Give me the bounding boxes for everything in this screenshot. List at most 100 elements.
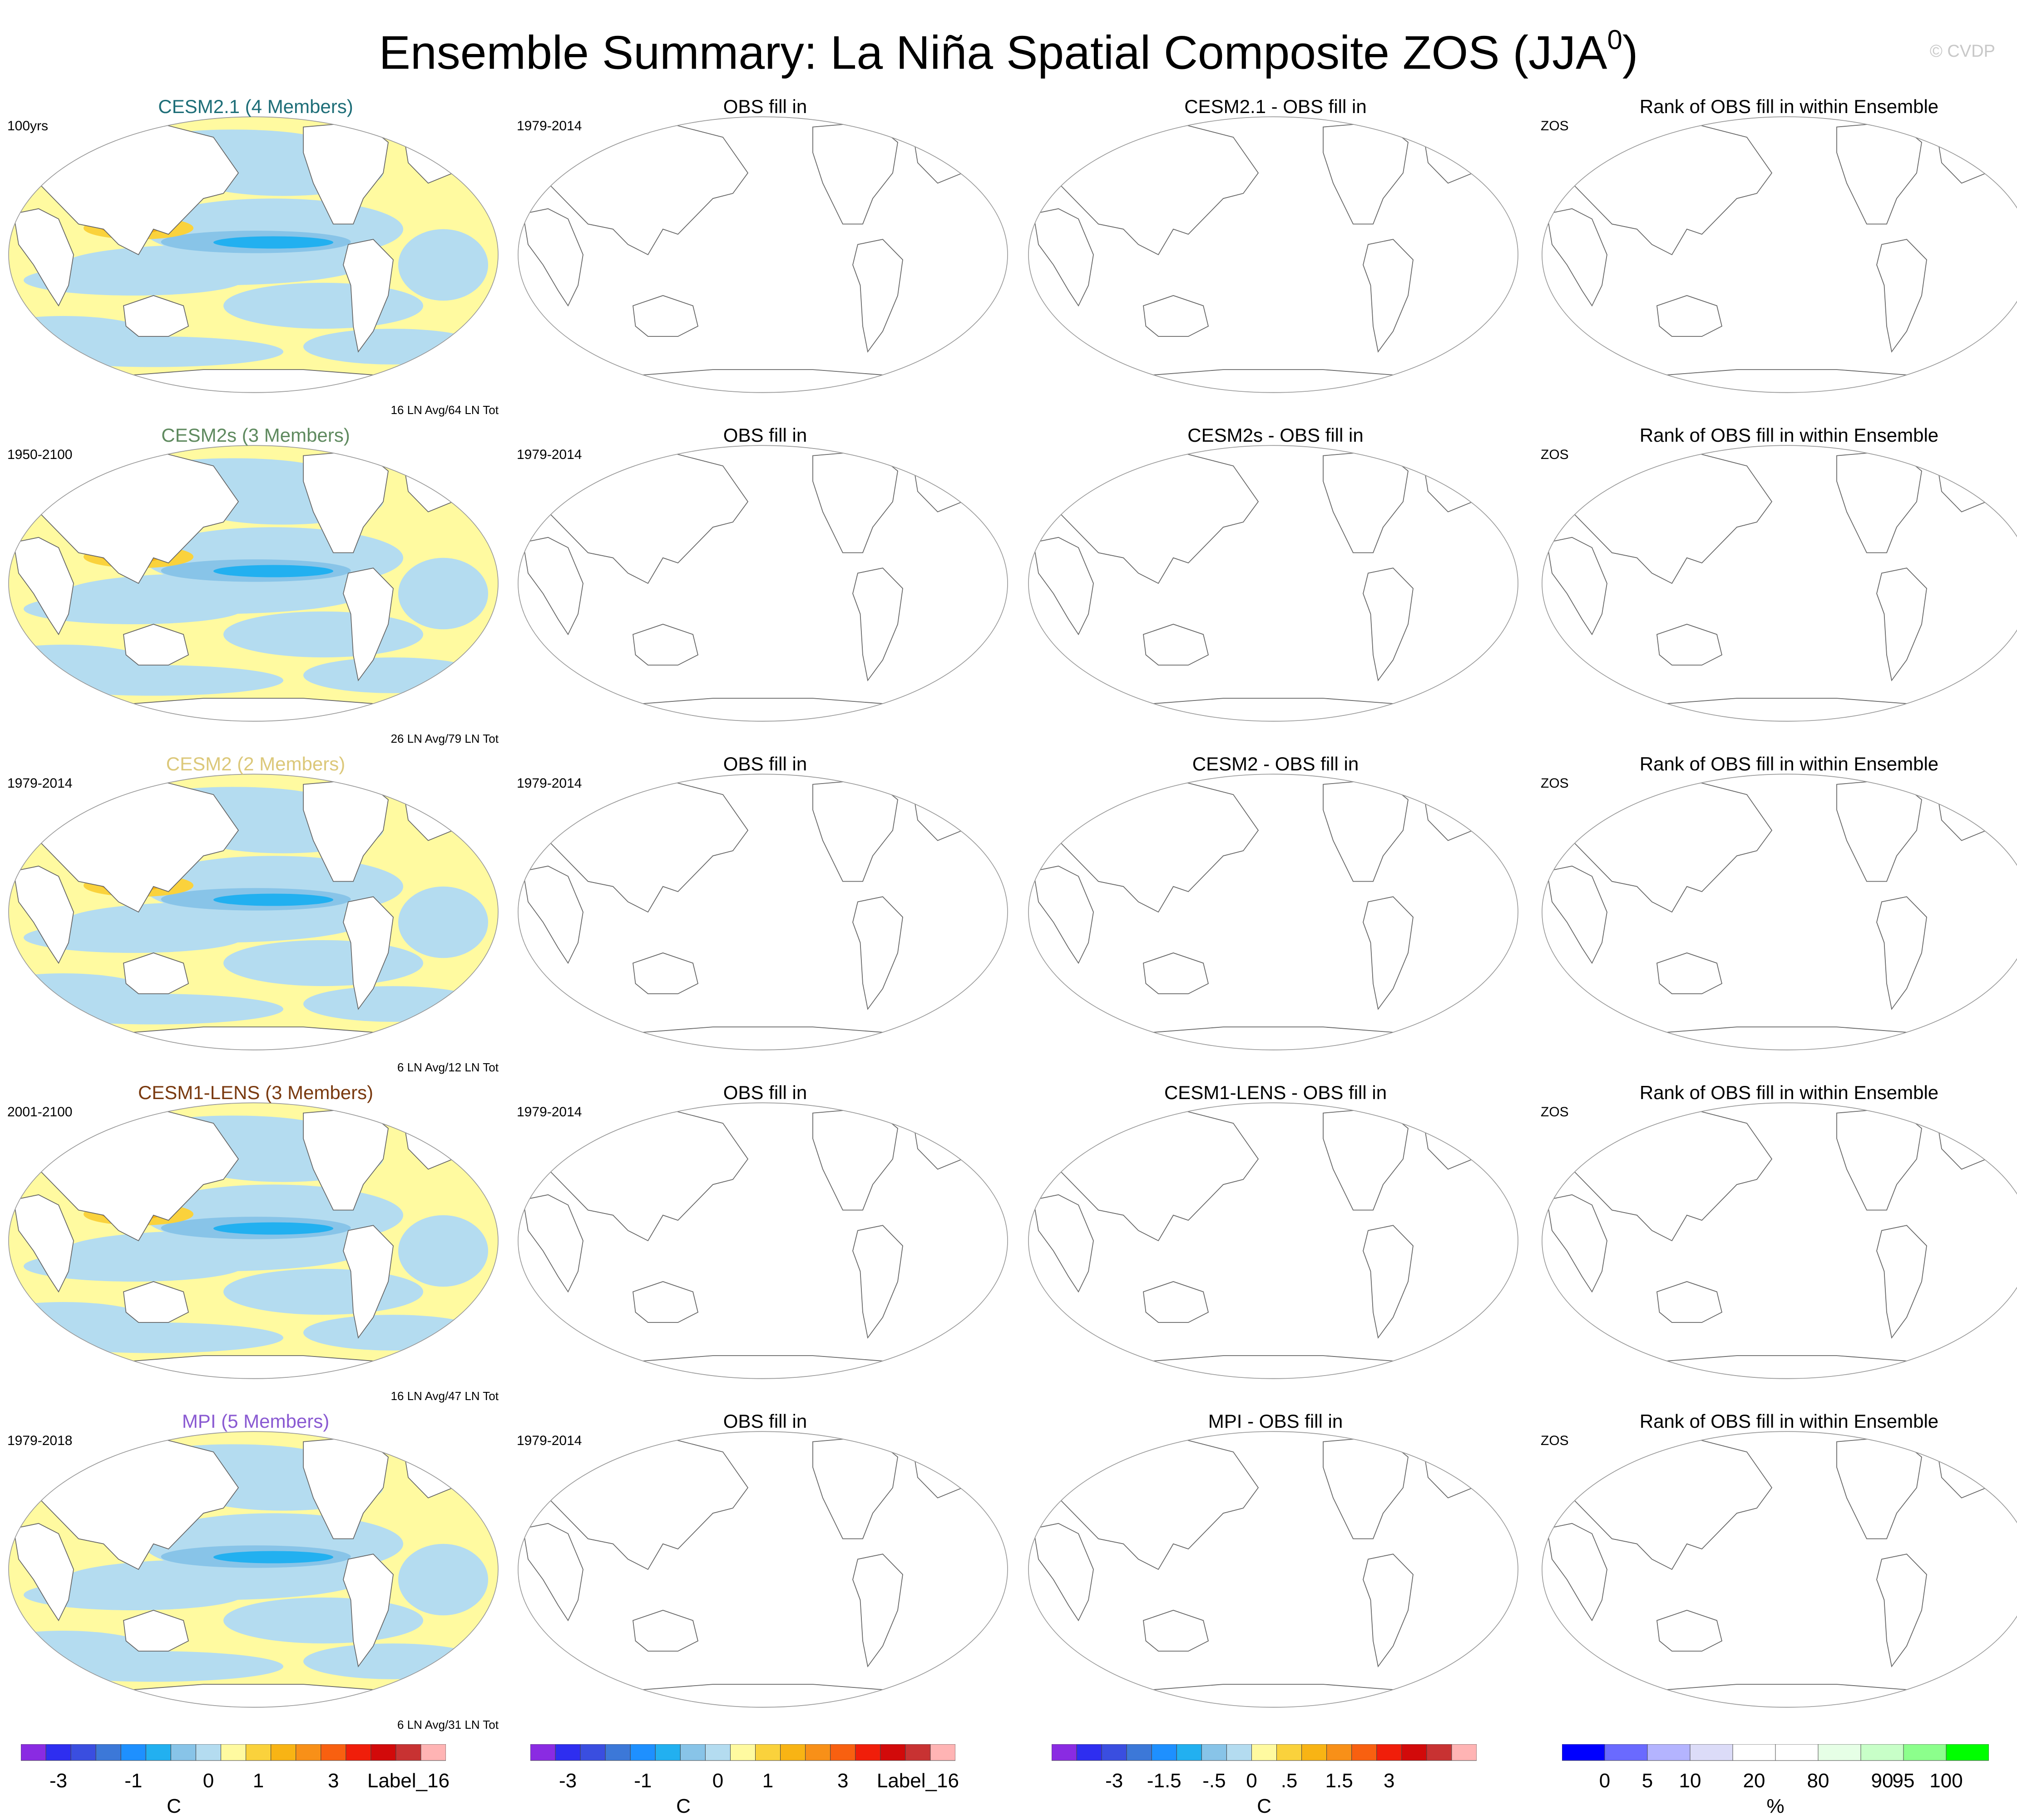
continent-outline (13, 865, 74, 964)
continent-outline (1546, 1523, 1607, 1622)
continent-outline (1422, 1436, 1484, 1499)
map-panel: Rank of OBS fill in within Ensemble ZOS (1537, 753, 2017, 1081)
map-boundary (1028, 116, 1518, 393)
colorbar-swatch (580, 1744, 606, 1761)
world-map (1542, 774, 2017, 1051)
colorbar-swatch (680, 1744, 706, 1761)
colorbar (530, 1744, 955, 1761)
continent-outline (343, 239, 394, 353)
ocean-negative-region (24, 593, 243, 624)
continent-outline (1123, 1355, 1424, 1379)
event-count-label: 16 LN Avg/64 LN Tot (391, 403, 499, 417)
world-map (1542, 1431, 2017, 1708)
colorbar-tick-label: 0 (1246, 1770, 1257, 1792)
continent-outline (852, 1225, 903, 1339)
map-panel: CESM1-LENS (3 Members) 2001-2100 16 LN Avg… (4, 1081, 508, 1410)
colorbar-swatch (1818, 1744, 1861, 1761)
continent-outline (1363, 1225, 1414, 1339)
world-map (1028, 1431, 1518, 1708)
colorbar-tick-label: 10 (1679, 1770, 1701, 1792)
colorbar-swatch (1126, 1744, 1152, 1761)
colorbar-swatch (905, 1744, 931, 1761)
map-panel: MPI (5 Members) 1979-2018 6 LN Avg/31 LN T… (4, 1410, 508, 1739)
world-map (1542, 116, 2017, 393)
colorbar-swatch (655, 1744, 681, 1761)
ocean-negative-region (398, 229, 488, 301)
colorbar-swatch (271, 1744, 297, 1761)
continent-outline (912, 1436, 974, 1499)
colorbar-swatch (605, 1744, 631, 1761)
ocean-negative-region (303, 657, 483, 693)
ocean-negative-region (303, 329, 483, 365)
colorbar-swatch (1201, 1744, 1227, 1761)
continent-outline (1363, 896, 1414, 1010)
continent-outline (1123, 1026, 1424, 1050)
continent-outline (1876, 567, 1927, 681)
cold-tongue-core (213, 236, 333, 249)
ocean-negative-region (398, 886, 488, 958)
colorbar-tick-label: Label_16 (367, 1770, 450, 1792)
world-map (8, 445, 499, 722)
colorbar-tick-label: 3 (327, 1770, 339, 1792)
continent-outline (522, 537, 583, 636)
colorbar-tick-label: 1 (762, 1770, 774, 1792)
colorbar-swatch (705, 1744, 731, 1761)
colorbar (1562, 1744, 1989, 1761)
continent-outline (1636, 1684, 1938, 1707)
panel-left-label: ZOS (1541, 1433, 1569, 1448)
continent-outline (1143, 1281, 1209, 1323)
colorbar-swatch (346, 1744, 371, 1761)
map-panel: CESM2s - OBS fill in (1023, 424, 1528, 753)
colorbar-swatch (630, 1744, 656, 1761)
colorbar-swatch (1301, 1744, 1327, 1761)
continent-outline (522, 208, 583, 307)
continent-outline (812, 1436, 898, 1539)
continent-outline (1836, 121, 1922, 225)
map-boundary (8, 116, 499, 393)
panel-title: MPI - OBS fill in (1208, 1411, 1343, 1432)
colorbar-tick-label: -3 (1105, 1770, 1123, 1792)
map-panel: OBS fill in 1979-2014 (513, 95, 1017, 424)
continent-outline (812, 779, 898, 882)
colorbar (1052, 1744, 1477, 1761)
colorbar-swatch (1276, 1744, 1302, 1761)
colorbar-swatch (395, 1744, 421, 1761)
continent-outline (123, 952, 189, 994)
panel-left-label: 1950-2100 (7, 447, 73, 462)
colorbar-swatch (145, 1744, 171, 1761)
panel-left-label: ZOS (1541, 1105, 1569, 1120)
colorbar-swatch (1176, 1744, 1202, 1761)
colorbar-tick-label: 3 (837, 1770, 849, 1792)
panel-title: CESM2 (2 Members) (166, 753, 346, 774)
continent-outline (1123, 698, 1424, 721)
continent-outline (1876, 896, 1927, 1010)
colorbar-swatch (555, 1744, 581, 1761)
continent-outline (1936, 1107, 1997, 1170)
map-boundary (8, 774, 499, 1051)
colorbar-swatch (1401, 1744, 1427, 1761)
panel-title: Rank of OBS fill in within Ensemble (1639, 96, 1939, 117)
continent-outline (1363, 239, 1414, 353)
continent-outline (1936, 1436, 1997, 1499)
panel-left-label: 1979-2014 (517, 776, 582, 791)
colorbar-tick-label: 95 (1892, 1770, 1915, 1792)
colorbar-tick-label: 3 (1384, 1770, 1395, 1792)
continent-outline (1546, 208, 1607, 307)
continent-outline (912, 121, 974, 184)
colorbar-tick-label: 80 (1807, 1770, 1829, 1792)
panel-left-label: 100yrs (7, 118, 49, 133)
continent-outline (1936, 121, 1997, 184)
map-boundary (518, 445, 1008, 722)
continent-outline (1363, 1554, 1414, 1667)
colorbar-tick-label: -.5 (1202, 1770, 1226, 1792)
colorbar-swatch (1647, 1744, 1691, 1761)
colorbar-tick-label: 100 (1929, 1770, 1963, 1792)
continent-outline (1656, 295, 1723, 337)
continent-outline (343, 1554, 394, 1667)
colorbar-swatch (880, 1744, 906, 1761)
colorbar-swatch (1226, 1744, 1252, 1761)
ocean-negative-region (24, 922, 243, 953)
continent-outline (1656, 624, 1723, 666)
continent-outline (613, 1355, 914, 1379)
map-panel: Rank of OBS fill in within Ensemble ZOS (1537, 424, 2017, 753)
